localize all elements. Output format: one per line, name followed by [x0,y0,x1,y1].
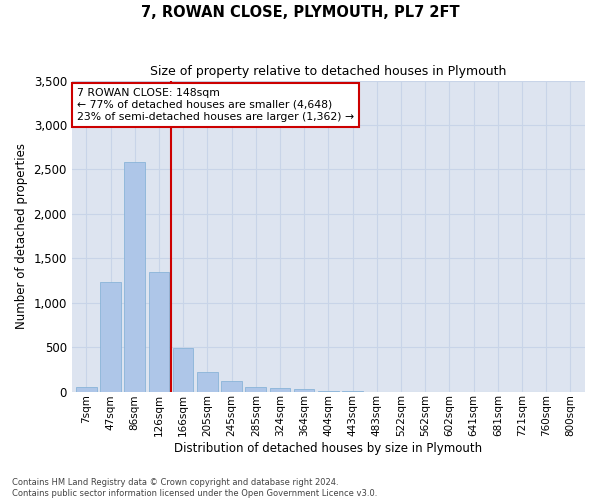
Bar [76,387,97,392]
Bar [124,162,145,392]
Bar [318,390,338,392]
Bar [221,381,242,392]
Bar [100,282,121,392]
Text: 7, ROWAN CLOSE, PLYMOUTH, PL7 2FT: 7, ROWAN CLOSE, PLYMOUTH, PL7 2FT [140,5,460,20]
Text: 7 ROWAN CLOSE: 148sqm
← 77% of detached houses are smaller (4,648)
23% of semi-d: 7 ROWAN CLOSE: 148sqm ← 77% of detached … [77,88,354,122]
Text: Contains HM Land Registry data © Crown copyright and database right 2024.
Contai: Contains HM Land Registry data © Crown c… [12,478,377,498]
Title: Size of property relative to detached houses in Plymouth: Size of property relative to detached ho… [150,65,506,78]
Bar [294,390,314,392]
Bar [269,388,290,392]
X-axis label: Distribution of detached houses by size in Plymouth: Distribution of detached houses by size … [175,442,482,455]
Bar [173,348,193,392]
Y-axis label: Number of detached properties: Number of detached properties [15,143,28,329]
Bar [245,387,266,392]
Bar [197,372,218,392]
Bar [149,272,169,392]
